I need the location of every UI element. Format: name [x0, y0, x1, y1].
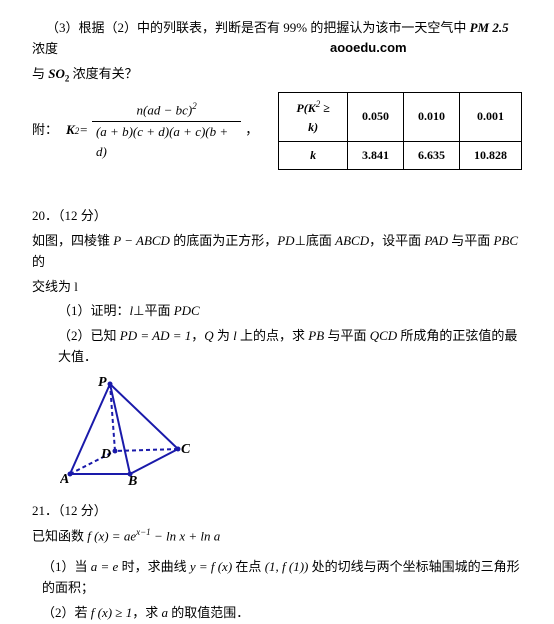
q3-line2: 与 SO2 浓度有关？	[32, 64, 522, 86]
q3-line1: （3）根据（2）中的列联表，判断是否有 99% 的把握认为该市一天空气中 PM …	[32, 18, 522, 60]
watermark: aooedu.com	[330, 38, 407, 59]
label-A: A	[60, 472, 69, 486]
q20-p1: （1）证明：l⊥平面 PDC	[58, 301, 522, 322]
formula-and-table: 附： K2 = n(ad − bc)2 (a + b)(c + d)(a + c…	[32, 92, 522, 171]
label-D: D	[100, 447, 111, 462]
prob-table: P(K2 ≥ k)0.0500.0100.001 k3.8416.63510.8…	[278, 92, 522, 171]
pyramid-diagram: P A B C D	[60, 376, 522, 493]
q21-p1: （1）当 a = e 时，求曲线 y = f (x) 在点 (1, f (1))…	[42, 557, 522, 599]
q21-l1: 已知函数 f (x) = aex−1 − ln x + ln a	[32, 525, 522, 547]
q21-num: 21．（12 分）	[32, 501, 522, 522]
q20-num: 20．（12 分）	[32, 206, 522, 227]
q20-p2: （2）已知 PD = AD = 1，Q 为 l 上的点，求 PB 与平面 QCD…	[58, 326, 522, 368]
label-B: B	[127, 474, 137, 486]
q20-l2: 交线为 l	[32, 277, 522, 298]
q21-p2: （2）若 f (x) ≥ 1，求 a 的取值范围．	[42, 603, 522, 624]
label-C: C	[181, 442, 190, 457]
label-P: P	[98, 376, 107, 390]
q20-l1: 如图，四棱锥 P − ABCD 的底面为正方形，PD⊥底面 ABCD，设平面 P…	[32, 231, 522, 273]
